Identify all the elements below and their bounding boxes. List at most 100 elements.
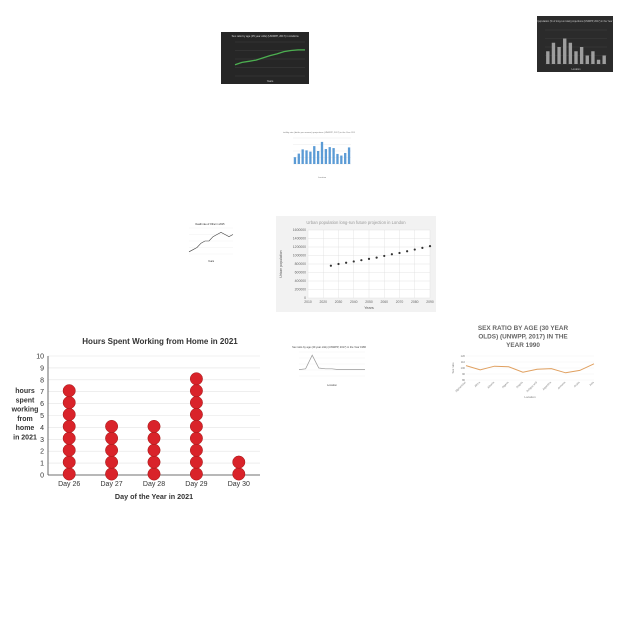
y-tick-label: 4 [40, 425, 44, 432]
dot-marker [189, 419, 203, 433]
x-tick-label: Day 29 [185, 481, 207, 488]
data-point [329, 264, 332, 267]
x-axis-label: Location [571, 68, 581, 71]
y-axis-label: Urban population [279, 250, 283, 277]
dot-marker [62, 419, 76, 433]
dot-marker [62, 431, 76, 445]
x-tick-label: 2070 [396, 300, 404, 304]
y-axis-label: Sex ratio [451, 362, 455, 373]
y-tick-label: 1600000 [293, 228, 306, 232]
dot-marker [105, 455, 119, 469]
series-line [298, 354, 365, 370]
chart-title: Death rate of Other in 2015 [196, 223, 226, 226]
data-point [345, 261, 348, 264]
data-point [406, 250, 409, 253]
dot-marker [189, 431, 203, 445]
x-tick-label: Day 28 [143, 481, 165, 488]
x-tick-label: Algeria [501, 380, 510, 389]
chart-svg: Fertility rate (births per woman) projec… [283, 131, 355, 179]
x-axis-label: Years [267, 79, 274, 83]
bar [305, 150, 308, 164]
dot-marker [105, 467, 119, 481]
bar [579, 47, 584, 64]
x-axis-label: Location [327, 383, 337, 387]
bar [344, 152, 347, 164]
y-tick-label: 7 [40, 389, 44, 396]
data-point [383, 254, 386, 258]
dot-marker [62, 443, 76, 457]
chart-thumbnail-urban-population-london: Urban population long-run future project… [276, 216, 436, 312]
dot-marker [62, 384, 76, 398]
chart-thumbnail-death-rate: Death rate of Other in 2015 Years [183, 220, 237, 264]
dot-marker [189, 396, 203, 410]
y-tick-label: 600000 [295, 271, 306, 275]
data-point [337, 262, 340, 266]
chart-thumbnail-rural-population: Rural population (% of long-run total) p… [537, 16, 613, 72]
dot-marker [62, 467, 76, 481]
data-point [413, 248, 416, 251]
dot-marker [189, 455, 203, 469]
y-tick-label: 3 [40, 437, 44, 444]
dot-marker [147, 419, 161, 433]
x-tick-label: Armenia [557, 380, 567, 390]
y-tick-label: 400000 [295, 279, 306, 283]
x-tick-label: Albania [486, 380, 495, 389]
x-tick-label: Aruba [573, 380, 581, 388]
bar [301, 149, 304, 164]
chart-svg: Sex ratio by age (35 year olds) (UNWPP, … [232, 34, 305, 83]
chart-title: Hours Spent Working from Home in 2021 [82, 337, 238, 346]
x-tick-label: 2010 [304, 300, 312, 304]
y-tick-label: 0 [40, 473, 44, 480]
data-point [398, 251, 401, 255]
dot-marker [189, 467, 203, 481]
bar [336, 153, 339, 164]
chart-title: Rural population (% of long-run total) p… [537, 20, 613, 23]
x-tick-label: Day 26 [58, 481, 80, 488]
y-tick-label: 6 [40, 401, 44, 408]
bar [324, 149, 328, 164]
x-tick-label: 2090 [426, 300, 434, 304]
x-tick-label: 2050 [365, 300, 373, 304]
bar [309, 151, 312, 164]
bar [574, 51, 578, 64]
chart-thumbnail-sex-ratio-1986: Sex ratio by age (40 year olds) (UNWPP, … [289, 342, 369, 388]
x-axis-label: Location [524, 395, 536, 399]
dot-marker [189, 443, 203, 457]
y-tick-label: 8 [40, 377, 44, 384]
chart-svg: Rural population (% of long-run total) p… [537, 20, 613, 71]
chart-title: Urban population long-run future project… [306, 220, 406, 225]
chart-svg: Sex ratio by age (40 year olds) (UNWPP, … [292, 345, 366, 387]
dot-marker [62, 455, 76, 469]
chart-thumbnail-sex-ratio-andorra: Sex ratio by age (35 year olds) (UNWPP, … [221, 32, 309, 84]
x-tick-label: Day 27 [101, 481, 123, 488]
bar [557, 47, 561, 64]
series-line [234, 49, 305, 66]
data-point [360, 259, 363, 262]
chart-sex-ratio-1990: SEX RATIO BY AGE (30 YEAR OLDS) (UNWPP, 2… [448, 320, 598, 402]
bar [563, 38, 567, 64]
bar [585, 55, 589, 64]
y-tick-label: 1400000 [293, 237, 306, 241]
y-tick-label: 10 [36, 354, 44, 361]
x-tick-label: 2020 [319, 300, 327, 304]
chart-svg: SEX RATIO BY AGE (30 YEAR OLDS) (UNWPP, 2… [451, 325, 595, 399]
series-line [188, 231, 234, 253]
data-point [375, 256, 378, 259]
x-tick-label: Argentina [541, 380, 552, 391]
x-tick-label: Day 30 [228, 481, 250, 488]
dot-marker [232, 455, 246, 469]
chart-svg: Urban population long-run future project… [279, 220, 434, 310]
bar [316, 151, 320, 164]
bar [347, 147, 351, 164]
bar [551, 42, 556, 64]
dot-marker [189, 372, 203, 386]
x-tick-label: 2060 [380, 300, 388, 304]
bar [596, 59, 601, 64]
x-axis-label: Years [208, 260, 215, 263]
x-tick-label: Asia [588, 380, 595, 387]
x-tick-label: 2030 [335, 300, 343, 304]
series-line [465, 363, 595, 374]
dot-marker [232, 467, 246, 481]
x-axis-label: Location [318, 176, 327, 179]
dot-marker [189, 408, 203, 421]
